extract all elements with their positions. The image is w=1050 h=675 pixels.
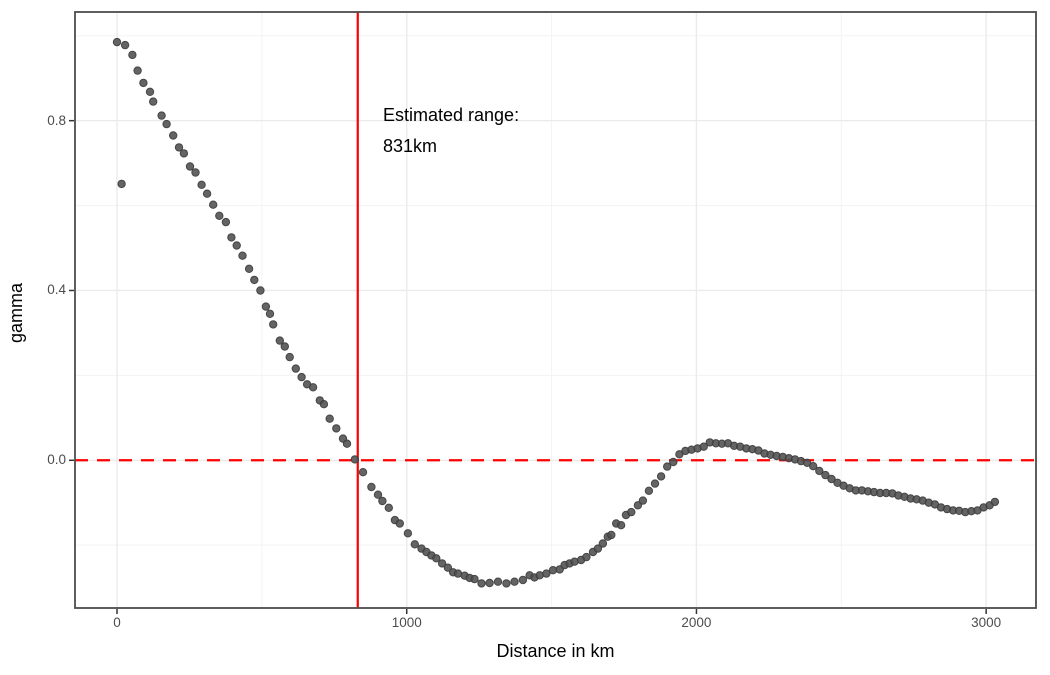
data-point xyxy=(616,521,626,530)
data-point xyxy=(244,264,254,273)
data-point xyxy=(815,466,824,476)
data-point xyxy=(410,540,419,549)
data-point xyxy=(535,571,544,580)
data-point xyxy=(607,530,616,540)
x-tick-label: 2000 xyxy=(681,615,712,630)
data-point xyxy=(384,503,393,512)
y-axis-title: gamma xyxy=(6,282,26,344)
data-point xyxy=(256,286,265,295)
data-point xyxy=(669,457,678,467)
data-point xyxy=(633,501,643,510)
data-point xyxy=(358,468,368,477)
data-point xyxy=(627,507,636,517)
data-point xyxy=(139,78,148,88)
y-tick-label: 0.0 xyxy=(47,452,66,468)
data-point xyxy=(367,482,376,492)
data-point xyxy=(238,251,247,260)
data-point xyxy=(120,40,130,50)
data-point xyxy=(149,97,158,106)
data-point xyxy=(827,474,836,484)
data-point xyxy=(227,233,236,242)
data-point xyxy=(250,275,259,285)
data-point xyxy=(485,578,494,588)
data-point xyxy=(699,442,708,451)
data-point xyxy=(403,529,413,538)
data-point xyxy=(432,554,441,563)
data-point xyxy=(232,241,241,250)
data-point xyxy=(332,424,341,433)
data-point xyxy=(510,577,519,586)
data-point xyxy=(202,189,212,198)
data-point xyxy=(582,552,591,562)
x-tick-label: 0 xyxy=(113,615,121,630)
plot-panel xyxy=(75,12,1036,608)
data-point xyxy=(145,87,155,97)
data-point xyxy=(191,168,200,177)
data-point xyxy=(179,149,189,158)
x-tick-label: 3000 xyxy=(971,615,1002,630)
x-tick-label: 1000 xyxy=(391,615,422,630)
x-axis-title: Distance in km xyxy=(496,641,615,661)
data-point xyxy=(319,400,329,409)
data-point xyxy=(821,470,830,480)
data-point xyxy=(112,37,122,47)
data-point xyxy=(990,497,1000,507)
data-point xyxy=(269,320,278,329)
data-point xyxy=(157,111,166,120)
data-point xyxy=(128,50,137,60)
data-point xyxy=(342,439,352,448)
data-point xyxy=(291,364,300,373)
range-annotation: Estimated range: 831km xyxy=(383,100,519,162)
data-point xyxy=(598,539,608,548)
data-point xyxy=(373,490,383,499)
data-point xyxy=(308,383,318,392)
data-point xyxy=(265,309,275,318)
data-point xyxy=(221,217,231,227)
data-point xyxy=(261,302,271,311)
data-point xyxy=(285,352,294,362)
range-annotation-line2: 831km xyxy=(383,136,438,156)
data-point xyxy=(395,519,404,528)
data-point xyxy=(133,66,142,75)
data-point xyxy=(350,455,360,464)
data-point xyxy=(502,579,511,588)
data-point xyxy=(215,211,224,221)
data-point xyxy=(437,559,447,568)
data-point xyxy=(593,544,603,553)
data-point xyxy=(542,569,551,578)
data-point xyxy=(169,131,178,140)
data-point xyxy=(470,574,479,584)
data-point xyxy=(275,336,284,345)
data-point xyxy=(518,575,528,585)
data-point xyxy=(663,462,672,471)
data-point xyxy=(209,200,218,209)
data-point xyxy=(297,372,306,382)
data-point xyxy=(378,496,387,506)
data-point xyxy=(650,479,660,488)
data-point xyxy=(477,579,486,588)
y-tick-label: 0.8 xyxy=(47,112,66,128)
data-point xyxy=(325,414,334,423)
data-point xyxy=(644,486,654,495)
data-point xyxy=(638,496,648,505)
data-point xyxy=(809,462,818,471)
data-point xyxy=(174,143,184,152)
data-point xyxy=(493,577,503,586)
y-tick-label: 0.4 xyxy=(47,282,66,298)
data-point xyxy=(443,563,453,572)
range-annotation-line1: Estimated range: xyxy=(383,105,520,125)
data-point xyxy=(185,162,195,171)
data-point xyxy=(117,179,126,189)
data-point xyxy=(656,472,666,481)
panel-border xyxy=(74,11,1037,609)
data-point xyxy=(162,119,171,129)
data-point xyxy=(280,342,289,351)
data-point xyxy=(197,180,206,190)
